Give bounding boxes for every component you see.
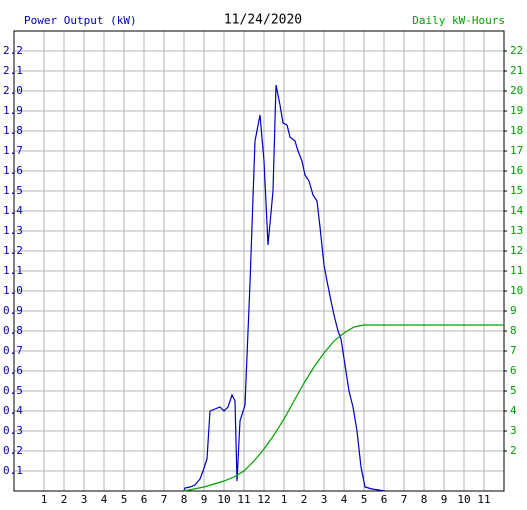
series-line xyxy=(183,84,386,492)
y-tick-label: 0.5 xyxy=(3,384,23,397)
series-line xyxy=(183,324,504,492)
y2-tick-label: 21 xyxy=(510,64,523,77)
y-tick-label: 0.3 xyxy=(3,424,23,437)
x-tick-label: 3 xyxy=(321,493,328,506)
x-tick-label: 1 xyxy=(41,493,48,506)
x-tick-label: 5 xyxy=(121,493,128,506)
y2-tick-label: 18 xyxy=(510,124,523,137)
y-tick-label: 1.2 xyxy=(3,244,23,257)
y2-tick-label: 20 xyxy=(510,84,523,97)
y2-tick-label: 6 xyxy=(510,364,517,377)
y2-tick-label: 12 xyxy=(510,244,523,257)
plot-frame xyxy=(13,30,505,492)
y-axis-title: Power Output (kW) xyxy=(24,14,137,27)
y-tick-label: 2.0 xyxy=(3,84,23,97)
chart-title: 11/24/2020 xyxy=(224,13,302,28)
x-tick-label: 8 xyxy=(181,493,188,506)
x-tick-label: 11 xyxy=(237,493,250,506)
x-tick-label: 7 xyxy=(401,493,408,506)
y-tick-label: 1.7 xyxy=(3,144,23,157)
y-tick-label: 0.8 xyxy=(3,324,23,337)
y2-tick-label: 7 xyxy=(510,344,517,357)
x-tick-label: 10 xyxy=(217,493,230,506)
x-tick-label: 4 xyxy=(341,493,348,506)
y-tick-label: 1.0 xyxy=(3,284,23,297)
x-tick-label: 7 xyxy=(161,493,168,506)
y-tick-label: 1.6 xyxy=(3,164,23,177)
x-tick-label: 4 xyxy=(101,493,108,506)
y-tick-label: 1.9 xyxy=(3,104,23,117)
y2-tick-label: 3 xyxy=(510,424,517,437)
y-tick-label: 2.2 xyxy=(3,44,23,57)
y2-tick-label: 22 xyxy=(510,44,523,57)
x-tick-label: 2 xyxy=(301,493,308,506)
y-tick-label: 0.2 xyxy=(3,444,23,457)
y-tick-label: 0.4 xyxy=(3,404,23,417)
x-tick-label: 12 xyxy=(257,493,270,506)
y2-tick-label: 19 xyxy=(510,104,523,117)
y2-tick-label: 9 xyxy=(510,304,517,317)
y2-tick-label: 4 xyxy=(510,404,517,417)
y-tick-label: 0.6 xyxy=(3,364,23,377)
x-tick-label: 6 xyxy=(381,493,388,506)
y2-tick-label: 5 xyxy=(510,384,517,397)
y-tick-label: 1.4 xyxy=(3,204,23,217)
y2-tick-label: 13 xyxy=(510,224,523,237)
y-tick-label: 1.3 xyxy=(3,224,23,237)
y-tick-label: 1.8 xyxy=(3,124,23,137)
x-tick-label: 6 xyxy=(141,493,148,506)
x-tick-label: 1 xyxy=(281,493,288,506)
y2-tick-label: 2 xyxy=(510,444,517,457)
y2-tick-label: 14 xyxy=(510,204,524,217)
y-tick-label: 0.7 xyxy=(3,344,23,357)
y2-tick-label: 11 xyxy=(510,264,523,277)
x-tick-label: 9 xyxy=(441,493,448,506)
x-tick-label: 9 xyxy=(201,493,208,506)
y-tick-label: 1.1 xyxy=(3,264,23,277)
y-tick-label: 0.1 xyxy=(3,464,23,477)
x-tick-label: 8 xyxy=(421,493,428,506)
y-tick-label: 0.9 xyxy=(3,304,23,317)
y-tick-label: 2.1 xyxy=(3,64,23,77)
x-tick-label: 2 xyxy=(61,493,68,506)
y2-tick-label: 8 xyxy=(510,324,517,337)
y2-tick-label: 10 xyxy=(510,284,523,297)
y2-tick-label: 17 xyxy=(510,144,523,157)
y2-tick-label: 15 xyxy=(510,184,523,197)
x-tick-label: 10 xyxy=(457,493,470,506)
y2-axis-title: Daily kW-Hours xyxy=(412,14,505,27)
x-tick-label: 5 xyxy=(361,493,368,506)
x-tick-label: 11 xyxy=(477,493,490,506)
y-tick-label: 1.5 xyxy=(3,184,23,197)
x-tick-label: 3 xyxy=(81,493,88,506)
y2-tick-label: 16 xyxy=(510,164,523,177)
